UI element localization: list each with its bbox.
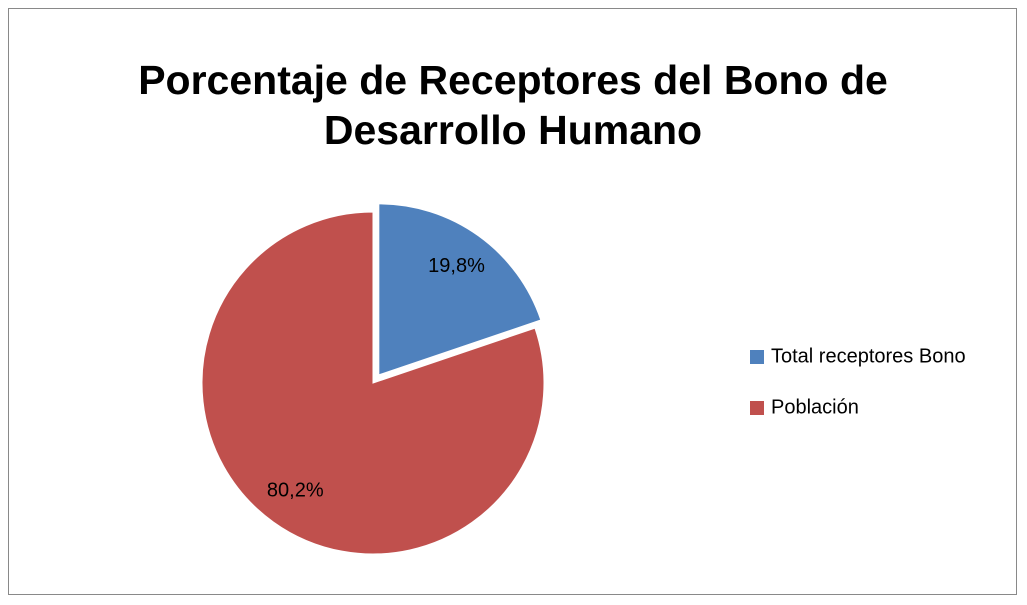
pie-slice <box>201 211 545 555</box>
chart-title: Porcentaje de Receptores del Bono de Des… <box>138 57 888 153</box>
data-label: 80,2% <box>267 480 324 502</box>
chart-border <box>8 8 1017 595</box>
legend-label: Población <box>771 396 859 418</box>
pie-slice <box>378 203 542 376</box>
legend-swatch <box>750 401 764 415</box>
legend-label: Total receptores Bono <box>771 345 966 367</box>
data-label: 19,8% <box>428 255 485 277</box>
legend-swatch <box>750 350 764 364</box>
